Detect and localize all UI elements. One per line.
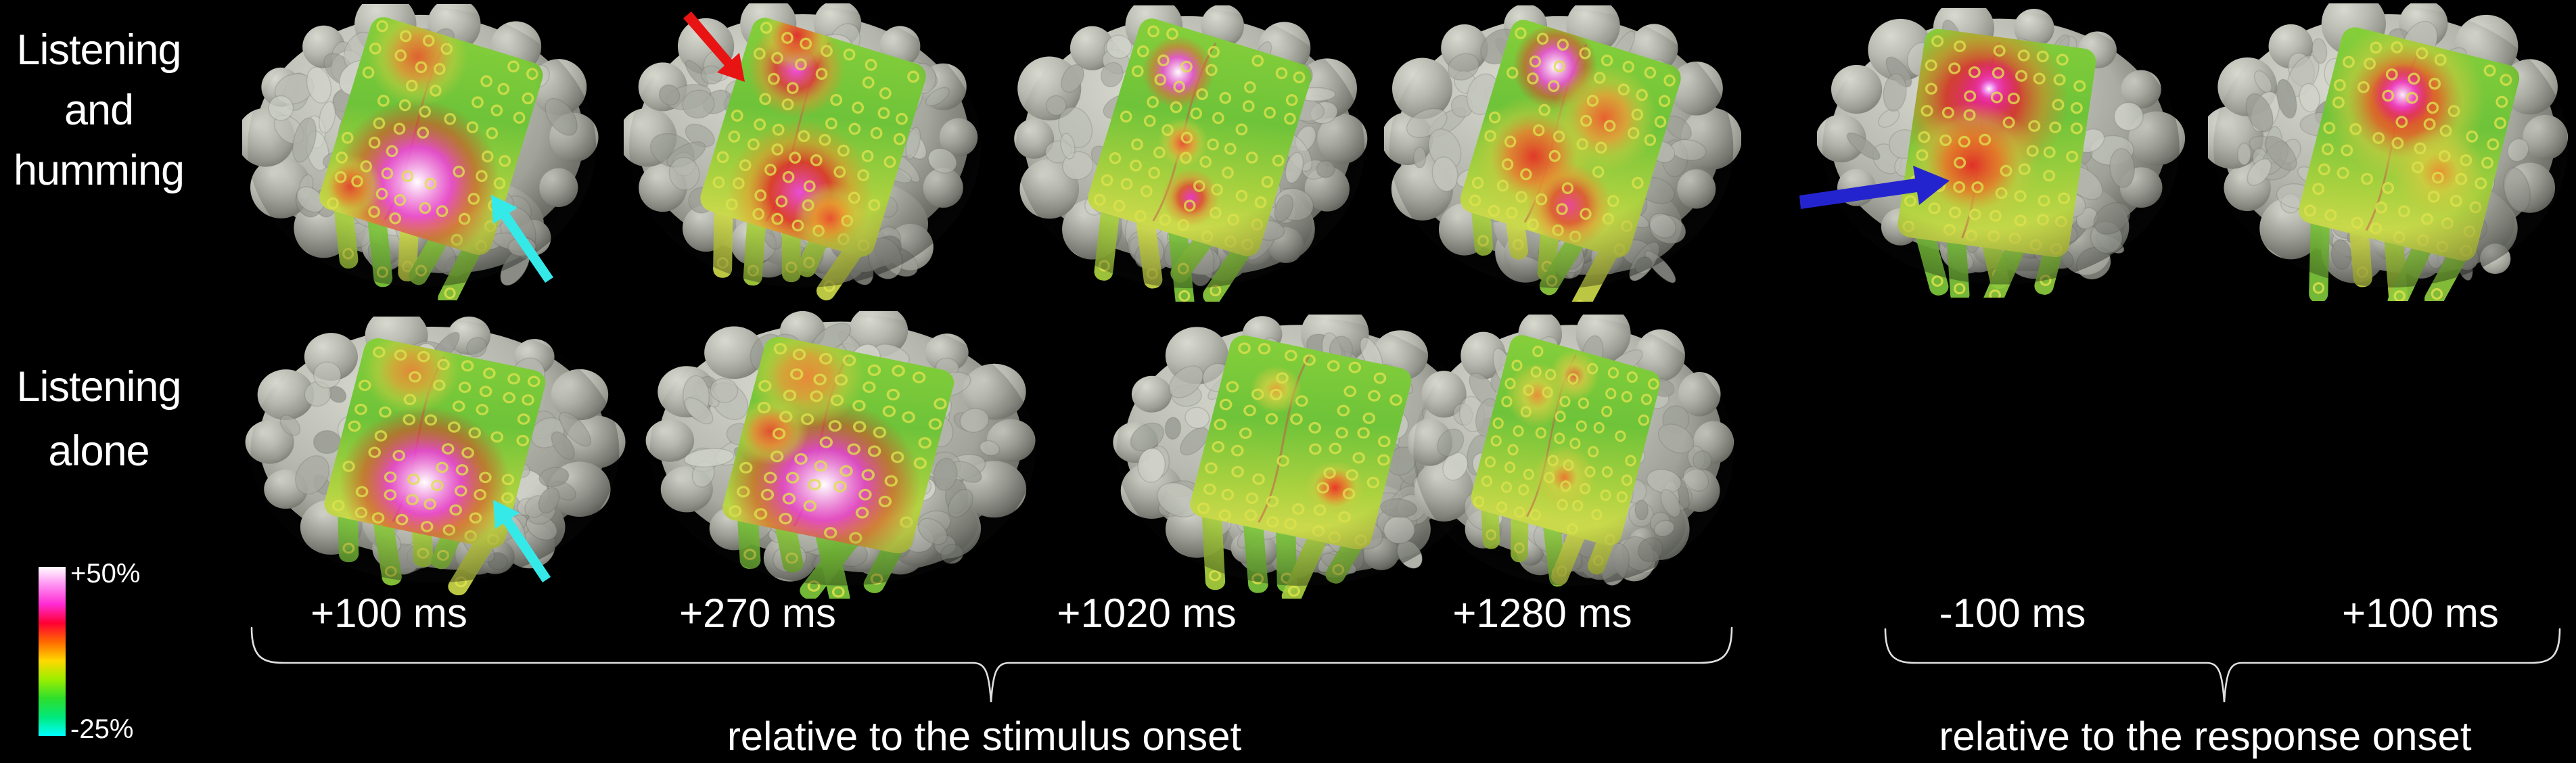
brain-render-row1-col5 xyxy=(1817,8,2186,298)
brain-render-row2-col1 xyxy=(245,317,626,595)
colorbar-min-label: -25% xyxy=(70,714,134,744)
caption-response-onset: relative to the response onset xyxy=(1939,714,2472,759)
brain-row2-col4 xyxy=(1408,315,1741,599)
brain-render-row2-col4 xyxy=(1408,315,1734,587)
brain-row1-col4 xyxy=(1384,5,1741,302)
brain-row2-col3 xyxy=(1111,315,1494,599)
brain-row1-col6 xyxy=(2208,3,2576,301)
row-label-listening-alone: Listening alone xyxy=(0,355,198,484)
brain-row1-col3 xyxy=(1011,5,1373,302)
row-label-line: Listening xyxy=(16,363,181,411)
time-label-stim-1: +100 ms xyxy=(310,591,467,636)
row-label-line: humming xyxy=(13,147,185,194)
time-label-stim-2: +270 ms xyxy=(679,591,836,636)
brain-render-row2-col3 xyxy=(1113,315,1486,599)
row-label-line: Listening xyxy=(16,26,181,74)
brain-render-row1-col4 xyxy=(1384,5,1741,302)
time-label-stim-3: +1020 ms xyxy=(1057,591,1237,636)
brain-render-row1-col6 xyxy=(2208,3,2569,301)
caption-stimulus-onset: relative to the stimulus onset xyxy=(727,714,1242,759)
colorbar xyxy=(39,567,66,736)
time-label-resp-2: +100 ms xyxy=(2342,591,2499,636)
brain-render-row2-col2 xyxy=(645,311,1036,599)
brain-render-row1-col3 xyxy=(1014,5,1368,302)
brain-render-row1-col2 xyxy=(624,3,981,301)
row-label-line: alone xyxy=(48,427,150,475)
time-label-stim-4: +1280 ms xyxy=(1452,591,1632,636)
brain-row1-col1 xyxy=(242,4,604,300)
row-label-line: and xyxy=(64,87,134,134)
brain-row1-col5 xyxy=(1817,8,2188,298)
brain-row1-col2 xyxy=(624,3,989,301)
brain-row2-col1 xyxy=(245,317,628,595)
brain-row2-col2 xyxy=(644,311,1044,599)
time-label-resp-1: -100 ms xyxy=(1939,591,2086,636)
colorbar-max-label: +50% xyxy=(70,559,141,588)
row-label-listening-and-humming: Listening and humming xyxy=(0,20,198,201)
brain-render-row1-col1 xyxy=(242,4,599,300)
